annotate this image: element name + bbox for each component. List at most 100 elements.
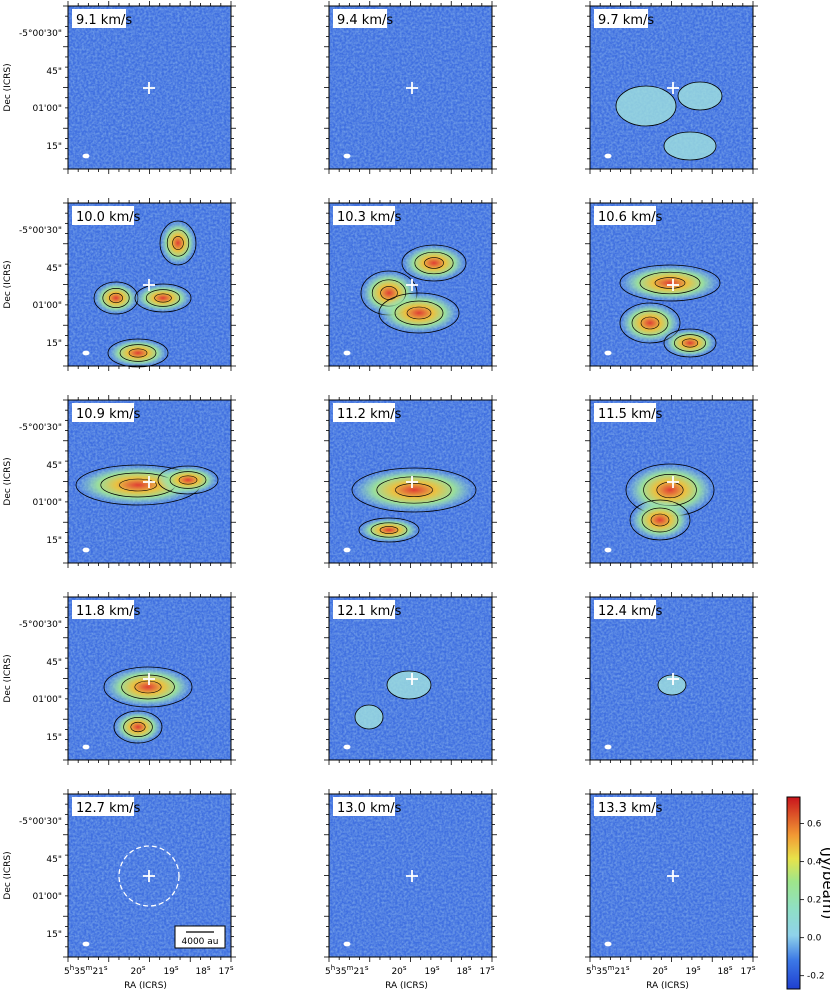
velocity-label-text: 10.6 km/s — [598, 210, 663, 225]
ra-tick-part: 35 — [74, 967, 85, 977]
dec-axis-label: Dec (ICRS) — [3, 457, 13, 505]
channel-panel: 11.2 km/s — [324, 395, 497, 568]
emission-region — [359, 518, 419, 542]
beam-ellipse — [343, 941, 351, 947]
dec-tick-label: 01'00" — [32, 104, 62, 114]
velocity-label-text: 12.7 km/s — [76, 801, 141, 816]
ra-tick-part: 21 — [353, 967, 364, 977]
contour-line — [121, 674, 175, 700]
dec-tick-label: 01'00" — [32, 301, 62, 311]
velocity-label-box — [594, 206, 656, 225]
beam-ellipse — [343, 153, 351, 159]
contour-line — [169, 471, 207, 489]
contour-line — [134, 680, 162, 694]
velocity-label: 12.7 km/s — [72, 797, 141, 816]
velocity-label-box — [333, 9, 387, 28]
velocity-label: 9.1 km/s — [72, 9, 132, 28]
ra-tick-label: 18s — [456, 964, 471, 977]
velocity-label: 13.0 km/s — [333, 797, 402, 816]
colorbar-tick-label: 0.2 — [807, 896, 821, 906]
emission-region — [108, 339, 168, 367]
contour-line — [119, 344, 157, 362]
ra-tick-label: 18s — [195, 964, 210, 977]
emission-region — [402, 245, 466, 281]
channel-panel: 13.0 km/s 5h35m21s 20s 19s 18s 17s RA (ICRS) — [324, 789, 497, 991]
ra-tick-label: 17s — [479, 964, 494, 977]
ra-tick-label: 5h35m21s — [64, 964, 108, 977]
beam-ellipse — [604, 350, 612, 356]
ra-tick-part: 5 — [586, 967, 592, 977]
beam-ellipse — [604, 941, 612, 947]
velocity-label: 10.9 km/s — [72, 403, 141, 422]
channel-panel: 9.1 km/s -5°00'30" 45" 01'00" 15" Dec (ICRS) — [3, 1, 236, 174]
emission-region — [160, 221, 196, 265]
dashed-field-circle — [118, 845, 180, 907]
velocity-label-text: 12.1 km/s — [337, 604, 402, 619]
velocity-label-text: 9.1 km/s — [76, 13, 132, 28]
colorbar-tick-label: -0.2 — [807, 972, 825, 982]
colorbar-label: (Jy/beam) — [819, 847, 830, 920]
dec-axis-label: Dec (ICRS) — [3, 654, 13, 702]
velocity-label-box — [594, 9, 648, 28]
ra-axis-label: RA (ICRS) — [646, 981, 689, 991]
contour-line — [386, 670, 432, 700]
ra-tick-part: 21 — [92, 967, 103, 977]
contour-line — [378, 292, 460, 334]
emission-region — [387, 671, 431, 699]
velocity-label-box — [333, 797, 395, 816]
ra-tick-part: 35 — [335, 967, 346, 977]
ra-tick-label: 5h35m21s — [325, 964, 369, 977]
ra-tick-part: s — [626, 964, 630, 972]
dec-axis-label: Dec (ICRS) — [3, 260, 13, 308]
velocity-label-box — [333, 600, 395, 619]
emission-region — [616, 86, 676, 126]
beam-ellipse — [82, 350, 90, 356]
contour-line — [128, 348, 148, 358]
contour-line — [619, 264, 721, 302]
contour-line — [406, 306, 432, 320]
contour-line — [157, 465, 219, 495]
velocity-label-text: 9.7 km/s — [598, 13, 654, 28]
contour-line — [354, 704, 384, 730]
dec-tick-label: -5°00'30" — [19, 29, 62, 39]
velocity-label-text: 10.3 km/s — [337, 210, 402, 225]
velocity-label: 9.7 km/s — [594, 9, 654, 28]
contour-line — [663, 328, 717, 358]
contour-line — [615, 85, 677, 127]
contour-line — [172, 236, 184, 250]
dec-tick-label: 15" — [46, 339, 62, 349]
contour-line — [351, 467, 477, 513]
contour-line — [629, 499, 691, 541]
dec-tick-label: 45" — [46, 855, 62, 865]
velocity-label-box — [72, 797, 134, 816]
velocity-label-text: 13.0 km/s — [337, 801, 402, 816]
velocity-label-box — [72, 403, 134, 422]
ra-tick-part: m — [347, 964, 354, 972]
channel-panel: 9.4 km/s — [324, 1, 497, 174]
contour-line — [395, 483, 433, 497]
contour-line — [166, 229, 190, 257]
emission-region — [352, 468, 476, 512]
colorbar: 0.6 0.4 0.2 0.0 -0.2 (Jy/beam) — [786, 796, 830, 990]
channel-panel: 12.4 km/s — [585, 592, 758, 765]
contour-line — [401, 244, 467, 282]
contour-line — [657, 674, 687, 696]
contour-line — [134, 283, 192, 313]
contour-line — [145, 289, 181, 307]
emission-region — [664, 132, 716, 160]
velocity-label: 11.2 km/s — [333, 403, 402, 422]
contour-line — [674, 334, 706, 352]
channel-panel: 10.9 km/s -5°00'30" 45" 01'00" 15" Dec (ICRS) — [3, 395, 236, 568]
ra-tick-part: s — [104, 964, 108, 972]
velocity-label: 12.1 km/s — [333, 600, 402, 619]
dec-tick-label: 15" — [46, 930, 62, 940]
contour-line — [102, 288, 130, 308]
ra-tick-label: 17s — [218, 964, 233, 977]
velocity-label: 12.4 km/s — [594, 600, 663, 619]
velocity-label: 13.3 km/s — [594, 797, 663, 816]
velocity-label-box — [594, 600, 656, 619]
contour-line — [663, 131, 717, 161]
velocity-label-box — [72, 600, 134, 619]
dec-tick-label: 15" — [46, 733, 62, 743]
